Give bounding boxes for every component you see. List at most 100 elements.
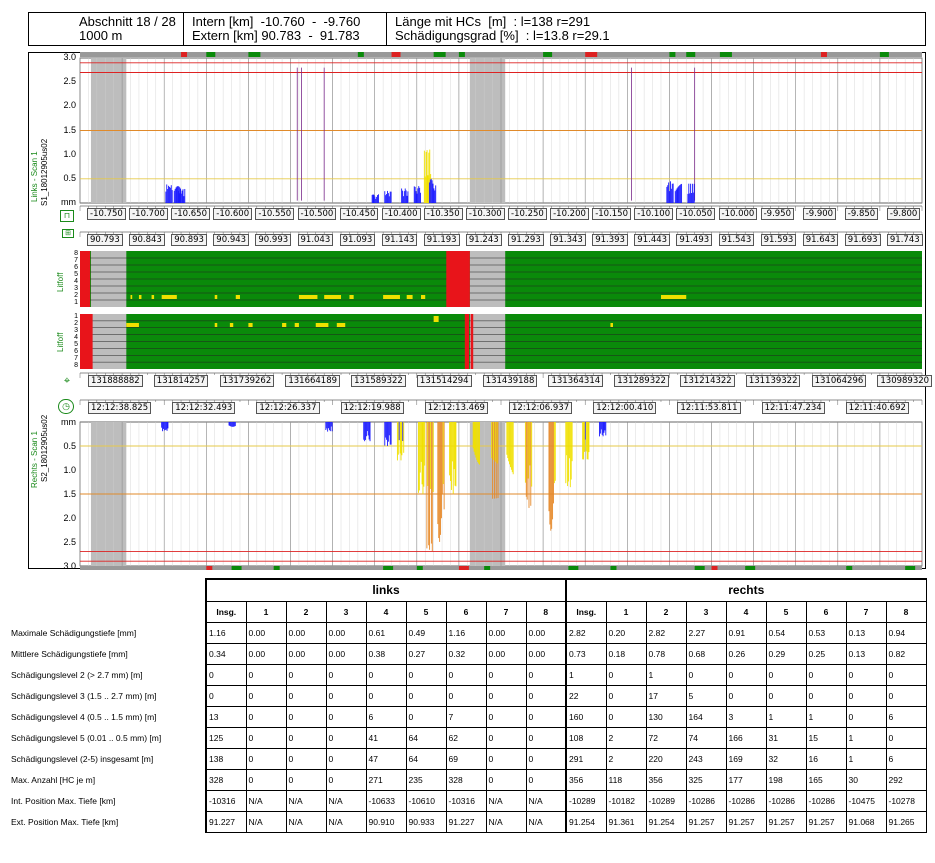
gps-label: 131814257: [153, 375, 209, 387]
top-y-tick: 1.0: [63, 148, 76, 159]
table-cell: N/A: [325, 789, 367, 812]
section-header: Abschnitt 18 / 28 1000 m Intern [km] -10.…: [28, 12, 926, 46]
rechts-bar: [367, 422, 369, 436]
table-cell: 0: [245, 768, 287, 791]
intern-km-label: -9.950: [760, 208, 794, 220]
table-row: Ext. Position Max. Tiefe [km] 91.227 N/A N/…: [8, 810, 927, 833]
clock-icon[interactable]: ◷: [58, 399, 74, 414]
extern-km-label: 91.443: [634, 234, 671, 246]
table-cell: 0: [885, 663, 927, 686]
table-cell: N/A: [325, 810, 367, 833]
rechts-bar: [437, 422, 439, 525]
table-cell: 0: [485, 747, 527, 770]
intern-km-label: -9.900: [802, 208, 837, 220]
table-cell: 0.00: [485, 621, 527, 644]
rechts-bar: [601, 422, 603, 435]
table-cell: 0: [485, 705, 527, 728]
rechts-bar: [233, 422, 235, 427]
top-y-tick: 3.0: [63, 52, 76, 62]
rechts-bar: [479, 422, 480, 465]
column-header: 7: [845, 600, 887, 623]
table-cell: 1.16: [445, 621, 487, 644]
rechts-bar: [569, 422, 571, 488]
rechts-bar: [386, 422, 388, 440]
intern-km-label: -10.400: [381, 208, 421, 220]
extern-km-label: 91.243: [465, 234, 502, 246]
gps-label: 131439188: [482, 375, 538, 387]
table-cell: 0.00: [485, 642, 527, 665]
top-y-tick: 0.5: [63, 172, 76, 183]
table-cell: 17: [645, 684, 687, 707]
links-bar: [424, 176, 426, 203]
links-bar: [173, 190, 175, 203]
top-litho-yellow-mark: [151, 295, 155, 299]
bottom-strip-mark: [694, 566, 705, 570]
column-header: 2: [285, 600, 327, 623]
extern-km-label: 91.393: [592, 234, 628, 246]
signal-icon[interactable]: ⊓: [60, 210, 74, 222]
rechts-bar: [553, 422, 554, 504]
table-cell: N/A: [485, 810, 527, 833]
top-strip: [80, 52, 922, 57]
top-litho-yellow-mark: [130, 295, 133, 299]
rechts-bar: [496, 422, 498, 464]
table-cell: 3: [725, 705, 767, 728]
table-row: Schädigungslevel 5 (0.01 .. 0.5 mm) [m] 1…: [8, 726, 927, 749]
links-bar: [183, 196, 185, 203]
table-cell: N/A: [525, 789, 567, 812]
column-header: 5: [405, 600, 447, 623]
links-bar: [423, 150, 425, 203]
table-cell: 0: [845, 684, 887, 707]
gps-label: 131514294: [416, 375, 472, 387]
rechts-bar: [524, 422, 526, 483]
gps-icon[interactable]: ⌖: [63, 375, 71, 387]
table-cell: 0: [445, 663, 487, 686]
rechts-bar: [526, 422, 528, 500]
table-cell: 243: [685, 747, 727, 770]
table-cell: 90.933: [405, 810, 447, 833]
rechts-bar: [228, 422, 230, 426]
level-icon[interactable]: ⊞: [62, 229, 74, 238]
links-bar: [165, 191, 167, 203]
table-cell: -10289: [565, 789, 607, 812]
rechts-bar: [330, 422, 332, 427]
table-cell: 0.00: [245, 621, 287, 644]
links-bar: [692, 192, 694, 203]
intern-km-label: -10.700: [129, 208, 168, 220]
intern-km-label: -9.800: [886, 208, 921, 220]
table-cell: 0: [885, 726, 927, 749]
rechts-bar: [472, 422, 474, 449]
table-cell: 0.13: [845, 642, 887, 665]
table-cell: 91.254: [565, 810, 607, 833]
rechts-bar: [364, 422, 366, 442]
rechts-bar: [494, 422, 496, 462]
extern-km-label: 90.993: [255, 234, 292, 246]
links-bar: [426, 150, 428, 203]
rechts-bar: [552, 422, 554, 520]
table-cell: 177: [725, 768, 767, 791]
table-cell: 0.13: [845, 621, 887, 644]
links-bar: [671, 183, 673, 203]
rechts-bar: [477, 422, 479, 463]
rechts-bar: [452, 422, 454, 494]
links-bar: [179, 188, 181, 203]
rechts-bar: [453, 422, 455, 470]
rechts-bar: [584, 422, 585, 452]
table-cell: 91.227: [205, 810, 247, 833]
group-right-header: rechts: [565, 578, 927, 602]
links-bar: [435, 185, 437, 203]
rechts-bar: [327, 422, 329, 432]
top-lane-tick: 5: [74, 271, 78, 278]
links-bar: [385, 195, 387, 203]
table-row: Schädigungslevel (2-5) insgesamt [m] 138 0…: [8, 747, 927, 770]
intern-km-label: -10.450: [339, 208, 379, 220]
intern-km-label: -10.550: [255, 208, 295, 220]
table-cell: 0: [525, 768, 567, 791]
gps-label: 131739262: [219, 375, 275, 387]
top-strip-mark: [669, 52, 676, 57]
rechts-bar: [493, 422, 495, 499]
rechts-bar: [441, 422, 443, 495]
top-litho-yellow-mark: [161, 295, 177, 299]
table-cell: 0.18: [605, 642, 647, 665]
table-cell: 2.82: [565, 621, 607, 644]
